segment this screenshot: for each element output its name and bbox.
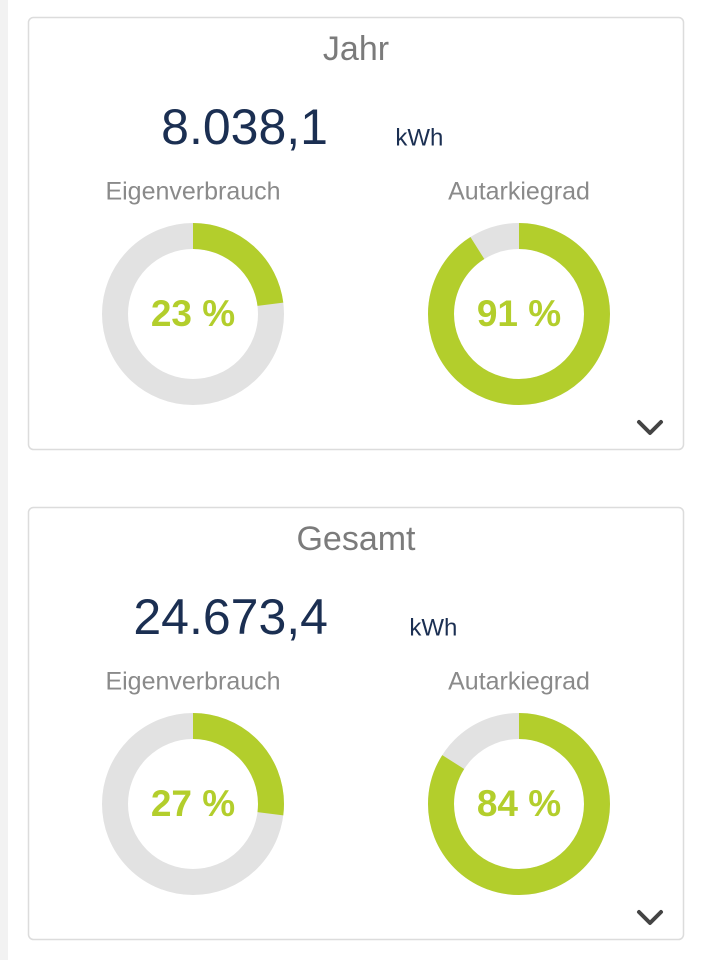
gauge-label: Eigenverbrauch (105, 668, 280, 696)
gauge-label: Eigenverbrauch (105, 178, 280, 206)
expand-chevron[interactable] (637, 910, 663, 925)
card-title: Gesamt (296, 520, 416, 558)
gauge-percent: 27 % (151, 783, 235, 824)
card-frame (27, 16, 685, 451)
energy-value: 24.673,4 (133, 589, 328, 645)
gauge-arc (102, 713, 284, 895)
card: Jahr 8.038,1 kWh Eigenverbrauch 23 % Autarkie… (27, 16, 685, 451)
gauge-arc (428, 223, 610, 405)
gauge-percent: 23 % (151, 293, 235, 334)
gauge-arc (428, 713, 610, 895)
gauge-label: Autarkiegrad (448, 178, 590, 206)
card: Gesamt 24.673,4 kWh Eigenverbrauch 27 % Autar… (27, 506, 685, 941)
energy-value: 8.038,1 (161, 99, 328, 155)
gauge-percent: 84 % (477, 783, 561, 824)
gauge-arc (102, 223, 284, 405)
gauge-label: Autarkiegrad (448, 668, 590, 696)
side-strip (0, 0, 8, 960)
gauge-percent: 91 % (477, 293, 561, 334)
card-title: Jahr (323, 30, 389, 68)
expand-chevron[interactable] (637, 420, 663, 435)
energy-unit: kWh (409, 614, 457, 641)
card-frame (27, 506, 685, 941)
energy-unit: kWh (395, 124, 443, 151)
